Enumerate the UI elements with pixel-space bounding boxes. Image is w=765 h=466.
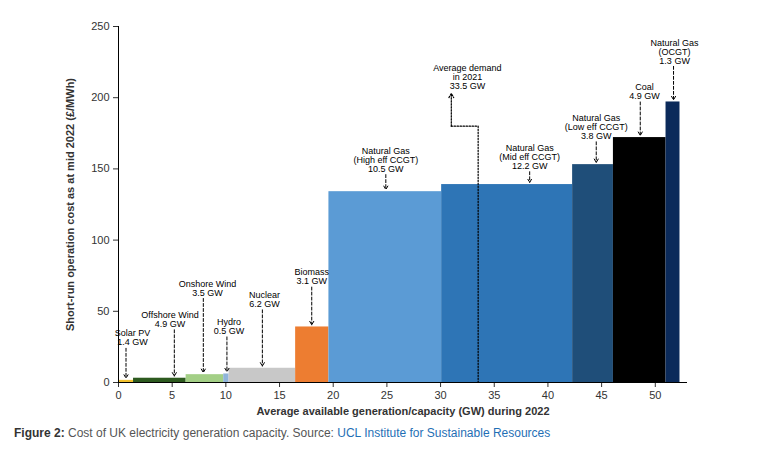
svg-text:Biomass3.1 GW: Biomass3.1 GW (294, 267, 329, 286)
svg-text:45: 45 (595, 389, 607, 401)
svg-text:Natural Gas(Low eff CCGT)3.8 G: Natural Gas(Low eff CCGT)3.8 GW (565, 113, 628, 141)
svg-text:50: 50 (649, 389, 661, 401)
svg-text:Average demandin 202133.5 GW: Average demandin 202133.5 GW (433, 63, 501, 91)
svg-text:Coal4.9 GW: Coal4.9 GW (629, 82, 660, 101)
svg-text:5: 5 (169, 389, 175, 401)
svg-text:Natural Gas(OCGT)1.3 GW: Natural Gas(OCGT)1.3 GW (651, 38, 700, 66)
svg-text:Solar PV1.4 GW: Solar PV1.4 GW (115, 328, 151, 347)
svg-text:Offshore Wind4.9 GW: Offshore Wind4.9 GW (141, 310, 198, 329)
svg-text:30: 30 (434, 389, 446, 401)
svg-text:20: 20 (327, 389, 339, 401)
svg-text:Natural Gas(Mid eff CCGT)12.2: Natural Gas(Mid eff CCGT)12.2 GW (499, 143, 560, 171)
svg-text:Short-run operation cost as at: Short-run operation cost as at mid 2022 … (64, 78, 76, 331)
svg-text:Average available generation/c: Average available generation/capacity (G… (256, 405, 549, 417)
svg-text:Natural Gas(High eff CCGT)10.5: Natural Gas(High eff CCGT)10.5 GW (353, 146, 418, 174)
svg-text:Hydro0.5 GW: Hydro0.5 GW (214, 317, 245, 336)
svg-text:200: 200 (91, 91, 109, 103)
svg-text:Onshore Wind3.5 GW: Onshore Wind3.5 GW (179, 279, 237, 298)
svg-text:40: 40 (542, 389, 554, 401)
svg-text:50: 50 (97, 305, 109, 317)
svg-text:100: 100 (91, 234, 109, 246)
svg-text:10: 10 (220, 389, 232, 401)
svg-text:0: 0 (103, 376, 109, 388)
svg-text:250: 250 (91, 20, 109, 32)
svg-text:15: 15 (273, 389, 285, 401)
html-text:Figure 2: Cost of UK electrici: Figure 2: Cost of UK electricity generat… (14, 426, 551, 440)
svg-text:35: 35 (488, 389, 500, 401)
svg-text:25: 25 (381, 389, 393, 401)
svg-text:150: 150 (91, 162, 109, 174)
svg-text:Nuclear6.2 GW: Nuclear6.2 GW (249, 290, 280, 309)
svg-text:0: 0 (115, 389, 121, 401)
